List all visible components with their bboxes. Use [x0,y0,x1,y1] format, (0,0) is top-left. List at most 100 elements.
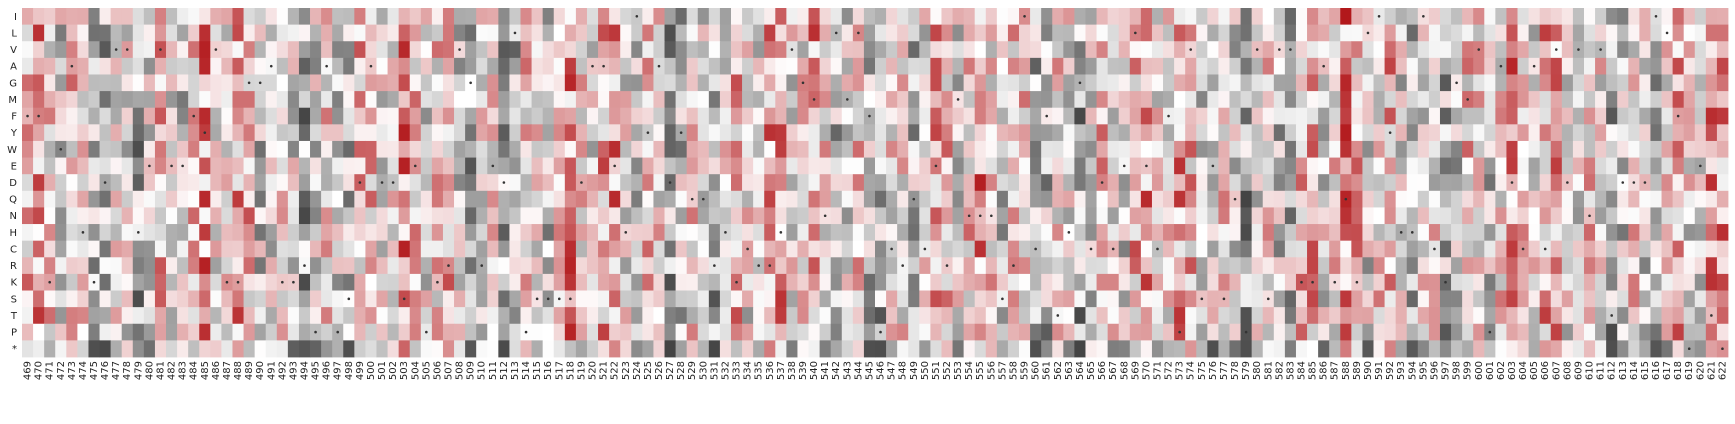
heatmap-cell [420,74,433,92]
heatmap-cell [232,174,244,192]
heatmap-cell [1451,257,1463,275]
heatmap-cell [33,57,45,75]
heatmap-cell [409,257,422,275]
heatmap-cell [1606,190,1618,208]
heatmap-cell [886,24,898,42]
heatmap-cell [1052,207,1064,225]
heatmap-cell [1506,157,1518,175]
heatmap-cell [110,190,123,208]
heatmap-cell [1561,207,1574,225]
x-tick-label: 575 [1197,361,1208,380]
heatmap-cell [609,124,621,142]
heatmap-cell [55,74,67,92]
heatmap-cell [55,124,67,142]
heatmap-cell [44,8,56,26]
heatmap-cell [1140,190,1153,208]
heatmap-cell [498,107,510,125]
wildtype-marker [901,264,904,267]
heatmap-cell [742,340,754,358]
heatmap-cell [808,307,821,325]
heatmap-cell [509,290,521,308]
heatmap-cell [786,140,798,158]
heatmap-cell [653,8,665,26]
heatmap-cell [132,107,145,125]
heatmap-cell [188,190,200,208]
heatmap-cell [1705,8,1718,26]
heatmap-cell [1417,74,1430,92]
wildtype-marker [1566,181,1569,184]
heatmap-cell [1019,307,1031,325]
heatmap-cell [110,157,123,175]
heatmap-cell [210,174,222,192]
heatmap-cell [1694,140,1707,158]
heatmap-cell [487,140,499,158]
heatmap-cell [509,307,521,325]
heatmap-cells [22,8,1729,358]
heatmap-cell [830,190,843,208]
wildtype-marker [413,164,417,168]
heatmap-cell [1506,323,1518,341]
heatmap-cell [1229,124,1241,142]
heatmap-cell [1229,323,1241,341]
heatmap-cell [642,174,654,192]
heatmap-cell [1384,323,1397,341]
heatmap-cell [276,190,289,208]
x-tick-label: 592 [1385,361,1396,380]
heatmap-cell [753,174,765,192]
heatmap-cell [941,91,953,109]
heatmap-cell [1384,207,1397,225]
heatmap-cell [265,157,278,175]
heatmap-cell [1318,290,1330,308]
heatmap-cell [620,124,632,142]
heatmap-cell [1007,41,1020,59]
heatmap-cell [719,190,732,208]
heatmap-cell [1506,57,1518,75]
heatmap-cell [166,290,178,308]
wildtype-marker [746,247,749,251]
heatmap-cell [166,24,178,42]
heatmap-cell [487,174,499,192]
heatmap-cell [775,240,787,258]
heatmap-cell [1096,207,1109,225]
heatmap-cell [730,8,743,26]
heatmap-cell [1672,307,1685,325]
heatmap-cell [88,257,100,275]
heatmap-cell [66,307,78,325]
heatmap-cell [764,174,776,192]
heatmap-cell [498,157,510,175]
heatmap-cell [1140,24,1153,42]
heatmap-cell [1395,8,1408,26]
heatmap-cell [852,224,865,242]
heatmap-cell [1030,91,1042,109]
heatmap-cell [653,207,665,225]
heatmap-cell [609,24,621,42]
heatmap-cell [99,74,112,92]
heatmap-cell [221,340,233,358]
heatmap-cell [77,307,89,325]
heatmap-cell [908,91,920,109]
heatmap-cell [531,107,544,125]
wildtype-marker [391,181,395,184]
heatmap-cell [1251,74,1264,92]
heatmap-cell [44,41,56,59]
heatmap-cell [1595,224,1607,242]
heatmap-cell [631,290,643,308]
heatmap-cell [897,224,909,242]
heatmap-cell [1517,207,1529,225]
heatmap-cell [44,340,56,358]
heatmap-cell [387,190,400,208]
heatmap-cell [1462,8,1474,26]
x-tick-label: 620 [1695,361,1706,380]
heatmap-cell [1174,140,1186,158]
heatmap-cell [819,273,832,291]
heatmap-cell [753,140,765,158]
heatmap-cell [664,140,676,158]
heatmap-cell [653,74,665,92]
heatmap-cell [1030,174,1042,192]
wildtype-marker [236,280,240,284]
heatmap-cell [675,207,688,225]
heatmap-cell [664,290,676,308]
heatmap-cell [620,157,632,175]
heatmap-cell [420,290,433,308]
heatmap-cell [996,207,1009,225]
